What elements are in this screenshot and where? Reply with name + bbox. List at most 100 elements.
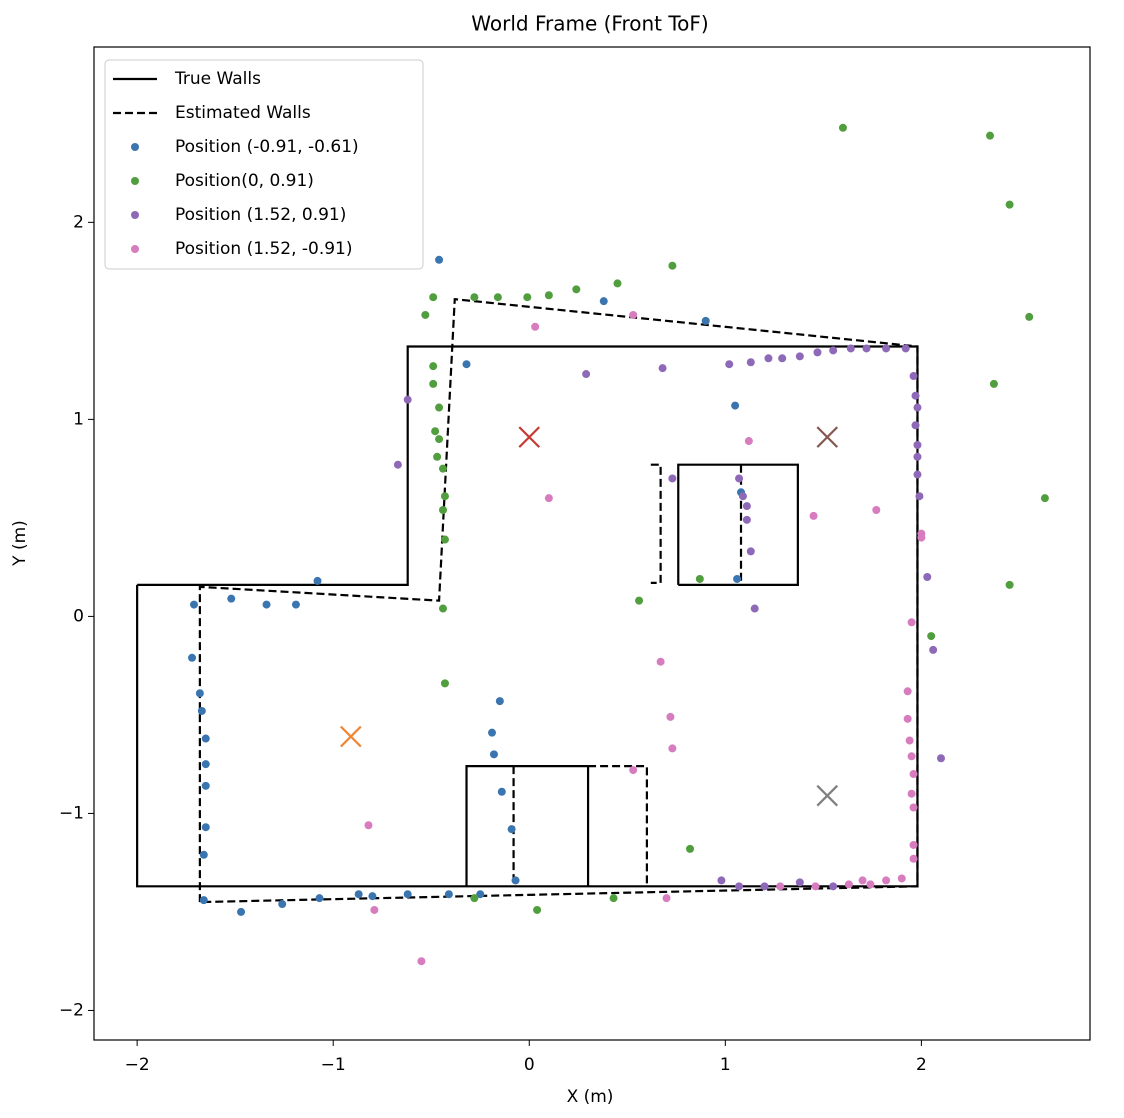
- scatter-point: [489, 750, 498, 759]
- scatter-point: [429, 362, 438, 371]
- scatter-point: [511, 876, 520, 885]
- scatter-point: [291, 600, 300, 609]
- scatter-point: [201, 760, 210, 769]
- legend-label: Position(0, 0.91): [175, 171, 314, 191]
- scatter-point: [717, 876, 726, 885]
- scatter-point: [188, 653, 197, 662]
- scatter-point: [927, 632, 936, 641]
- legend-swatch: [131, 177, 139, 185]
- legend-label: True Walls: [174, 69, 261, 89]
- scatter-point: [1005, 580, 1014, 589]
- scatter-point: [913, 403, 922, 412]
- scatter-point: [278, 900, 287, 909]
- scatter-point: [1040, 494, 1049, 503]
- scatter-point: [862, 344, 871, 353]
- scatter-point: [905, 736, 914, 745]
- scatter-point: [572, 285, 581, 294]
- scatter-point: [750, 604, 759, 613]
- scatter-point: [438, 464, 447, 473]
- scatter-point: [686, 844, 695, 853]
- scatter-point: [262, 600, 271, 609]
- scatter-point: [776, 882, 785, 891]
- scatter-point: [635, 596, 644, 605]
- y-tick-label: −2: [59, 1000, 84, 1020]
- scatter-point: [599, 297, 608, 306]
- scatter-point: [872, 506, 881, 515]
- scatter-point: [811, 882, 820, 891]
- scatter-point: [911, 421, 920, 430]
- y-tick-label: 0: [73, 606, 84, 626]
- position-marker: [340, 725, 362, 748]
- scatter-point: [470, 894, 479, 903]
- scatter-point: [738, 492, 747, 501]
- scatter-point: [986, 131, 995, 140]
- scatter-point: [189, 600, 198, 609]
- scatter-point: [393, 460, 402, 469]
- legend-swatch: [131, 245, 139, 253]
- scatter-point: [658, 364, 667, 373]
- scatter-point: [495, 697, 504, 706]
- scatter-point: [417, 957, 426, 966]
- scatter-point: [435, 403, 444, 412]
- scatter-point: [523, 293, 532, 302]
- scatter-point: [440, 492, 449, 501]
- legend-swatch: [131, 211, 139, 219]
- scatter-point: [897, 874, 906, 883]
- scatter-point: [733, 574, 742, 583]
- scatter-point: [429, 293, 438, 302]
- scatter-point: [609, 894, 618, 903]
- scatter-point: [403, 890, 412, 899]
- scatter-point: [435, 435, 444, 444]
- scatter-point: [913, 440, 922, 449]
- scatter-point: [731, 401, 740, 410]
- scatter-point: [544, 494, 553, 503]
- legend-label: Position (-0.91, -0.61): [175, 137, 359, 157]
- scatter-point: [315, 894, 324, 903]
- x-tick-label: −1: [321, 1055, 346, 1075]
- scatter-point: [444, 890, 453, 899]
- scatter-point: [742, 502, 751, 511]
- scatter-point: [907, 618, 916, 627]
- scatter-point: [909, 854, 918, 863]
- scatter-point: [668, 744, 677, 753]
- legend-box: [104, 59, 424, 270]
- x-axis-label: X (m): [567, 1087, 614, 1107]
- scatter-point: [915, 492, 924, 501]
- scatter-point: [829, 882, 838, 891]
- scatter-point: [199, 896, 208, 905]
- scatter-point: [403, 395, 412, 404]
- scatter-point: [197, 706, 206, 715]
- plot-frame: [93, 46, 1091, 1041]
- scatter-point: [656, 657, 665, 666]
- scatter-point: [668, 474, 677, 483]
- scatter-point: [746, 547, 755, 556]
- scatter-point: [433, 452, 442, 461]
- scatter-point: [666, 712, 675, 721]
- scatter-point: [354, 890, 363, 899]
- scatter-point: [470, 293, 479, 302]
- scatter-point: [533, 905, 542, 914]
- scatter-point: [476, 890, 485, 899]
- scatter-point: [370, 905, 379, 914]
- x-tick-label: 0: [524, 1055, 535, 1075]
- position-marker: [816, 784, 839, 807]
- scatter-point: [809, 511, 818, 520]
- scatter-point: [903, 714, 912, 723]
- scatter-point: [882, 876, 891, 885]
- scatter-point: [668, 261, 677, 270]
- scatter-point: [923, 572, 932, 581]
- scatter-point: [846, 344, 855, 353]
- scatter-point: [929, 645, 938, 654]
- scatter-point: [907, 789, 916, 798]
- y-axis-label: Y (m): [10, 520, 30, 567]
- scatter-point: [201, 734, 210, 743]
- scatter-point: [858, 876, 867, 885]
- scatter-point: [735, 882, 744, 891]
- scatter-point: [911, 391, 920, 400]
- scatter-point: [813, 348, 822, 357]
- scatter-point: [909, 372, 918, 381]
- scatter-point: [725, 360, 734, 369]
- scatter-point: [1025, 312, 1034, 321]
- legend-label: Estimated Walls: [175, 103, 311, 123]
